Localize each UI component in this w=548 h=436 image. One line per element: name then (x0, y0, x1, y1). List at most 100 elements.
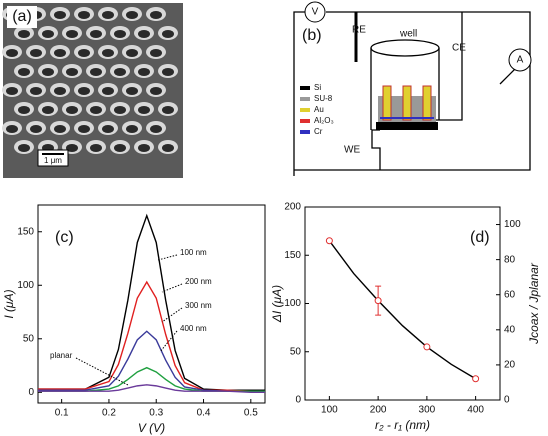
pillar-hole (90, 106, 102, 114)
y-tick-label: 50 (23, 333, 35, 344)
pillar (422, 85, 432, 121)
line (38, 384, 265, 393)
pillar-hole (18, 30, 30, 38)
y-tick-label: 0 (295, 395, 301, 406)
pillar-hole (138, 106, 150, 114)
y-tick-label: 100 (17, 280, 34, 291)
pillar (382, 85, 392, 121)
scale-label: 1 μm (44, 156, 62, 165)
panel-label: (a) (12, 8, 32, 25)
electrode-label: WE (344, 145, 360, 156)
schematic (293, 11, 531, 176)
pillar-hole (18, 106, 30, 114)
wire (294, 11, 531, 171)
legend-label: SU-8 (314, 94, 333, 103)
legend-swatch (300, 119, 310, 123)
wire (371, 129, 381, 170)
pillar-hole (150, 11, 162, 19)
pillar-hole (162, 106, 174, 114)
electrode-label: CE (452, 43, 466, 54)
well-wall (370, 48, 440, 130)
legend-label: Si (314, 83, 321, 92)
y2-axis-label: Jcoax / Jplanar (527, 262, 541, 345)
pillar-hole (150, 125, 162, 133)
legend-label: Cr (314, 127, 323, 136)
point (423, 343, 431, 351)
pillar-hole (66, 30, 78, 38)
pillar-hole (138, 144, 150, 152)
x-axis-label: r₂ - r₁ (nm) (375, 418, 430, 432)
y2-tick-label: 80 (504, 254, 516, 265)
fit-line (328, 240, 476, 380)
pillar-hole (114, 68, 126, 76)
y2-tick-label: 0 (504, 395, 510, 406)
y2-tick-label: 100 (504, 219, 521, 230)
y2-tick-label: 40 (504, 324, 516, 335)
point (374, 297, 382, 305)
line (38, 330, 265, 392)
pillar-hole (66, 144, 78, 152)
annotation: 100 nm (180, 248, 207, 257)
pillar-hole (102, 11, 114, 19)
pillar-hole (126, 49, 138, 57)
pillar-hole (54, 11, 66, 19)
panel-label: (b) (302, 27, 322, 44)
pillar-hole (138, 30, 150, 38)
pillar-hole (78, 125, 90, 133)
legend-label: Al₂O₃ (314, 116, 334, 125)
pillar-hole (66, 68, 78, 76)
pillar-hole (6, 49, 18, 57)
legend-swatch (300, 130, 310, 134)
pillar-hole (126, 11, 138, 19)
annotation-arrow (161, 307, 183, 323)
pillar-hole (162, 30, 174, 38)
pillar-hole (102, 49, 114, 57)
y-tick-label: 150 (284, 250, 301, 261)
pillar-hole (90, 144, 102, 152)
point (325, 237, 333, 245)
pillar-hole (90, 30, 102, 38)
pillar-hole (126, 87, 138, 95)
pillar-hole (102, 125, 114, 133)
pillar-hole (66, 106, 78, 114)
pillar-hole (150, 87, 162, 95)
ammeter (508, 48, 532, 72)
annotation-arrow (75, 357, 129, 386)
x-tick-label: 100 (321, 405, 338, 416)
pillar-hole (162, 144, 174, 152)
pillar-hole (78, 11, 90, 19)
x-tick-label: 0.1 (55, 408, 69, 419)
pillar-hole (114, 30, 126, 38)
y-axis-label: ΔI (μA) (270, 285, 284, 323)
pillar-hole (126, 125, 138, 133)
pillar-hole (78, 49, 90, 57)
pillar-hole (42, 106, 54, 114)
x-tick-label: 0.3 (149, 408, 163, 419)
meter-label: V (312, 7, 319, 18)
sem-image (2, 3, 183, 178)
pillar-hole (6, 87, 18, 95)
legend: Si SU-8 Au Al₂O₃ Cr (300, 83, 334, 136)
pillar-hole (18, 144, 30, 152)
pillar-hole (78, 87, 90, 95)
y2-tick-label: 20 (504, 360, 516, 371)
annotation: planar (50, 351, 73, 360)
line (38, 280, 265, 392)
x-tick-label: 0.4 (197, 408, 211, 419)
wire (293, 11, 305, 176)
legend-swatch (300, 97, 310, 101)
pillar-hole (114, 106, 126, 114)
x-tick-label: 0.2 (102, 408, 116, 419)
y-tick-label: 0 (28, 387, 34, 398)
pillar-hole (90, 68, 102, 76)
pillar (402, 85, 412, 121)
well-top (370, 39, 440, 57)
pillar-hole (30, 125, 42, 133)
panel-label: (c) (55, 229, 74, 246)
pillar-hole (18, 68, 30, 76)
electrode-label: RE (352, 25, 366, 36)
line (38, 366, 265, 392)
x-tick-label: 0.5 (244, 408, 258, 419)
plot-frame (37, 204, 266, 404)
meter-label: A (517, 55, 524, 66)
